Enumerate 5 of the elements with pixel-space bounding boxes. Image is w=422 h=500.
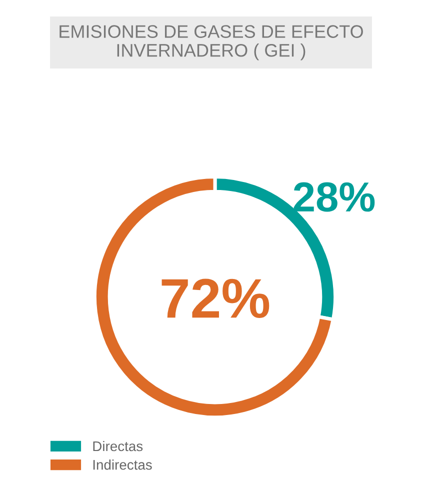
- data-label: 72%: [162, 278, 270, 318]
- legend-label: Directas: [93, 440, 143, 452]
- chart-title: EMISIONES DE GASES DE EFECTO INVERNADERO ( GEI ): [60, 25, 363, 60]
- legend-label: Indirectas: [93, 460, 152, 470]
- data-label: 28%: [294, 182, 375, 212]
